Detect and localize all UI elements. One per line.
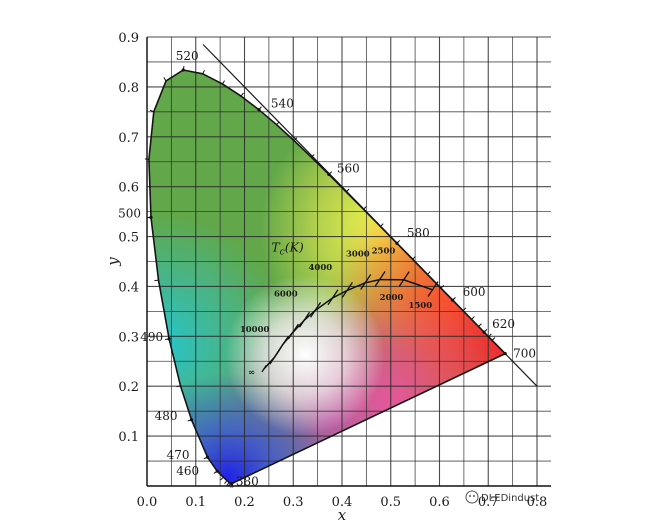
y-tick-label: 0.2 [118,380,139,395]
wavelength-label: 540 [271,97,294,111]
wavelength-label: 580 [407,226,430,240]
locus-tick [363,206,366,209]
y-tick-label: 0.6 [118,181,139,196]
wavelength-marker [504,352,507,355]
color-temperature-label: 2500 [372,247,396,257]
locus-tick [380,224,383,227]
color-temperature-label: 1500 [408,301,432,311]
y-tick-label: 0.4 [118,280,139,295]
locus-tick [492,338,495,341]
y-tick-label: 0.8 [118,81,139,96]
x-tick-label: 0.0 [137,495,158,510]
y-tick-label: 0.7 [118,131,139,146]
y-tick-label: 0.5 [118,231,139,246]
color-temperature-unit: (K) [285,240,304,255]
y-tick-label: 0.3 [118,330,139,345]
locus-tick [164,78,166,81]
wavelength-label: 700 [513,347,536,361]
locus-tick [463,308,466,311]
y-tick-label: 0.1 [118,430,139,445]
color-temperature-label: 2000 [380,293,404,303]
color-temperature-label: 10000 [240,325,270,335]
wechat-icon-dot [469,495,471,497]
locus-tick [224,481,227,484]
color-temperature-label: 3000 [346,249,370,259]
x-tick-label: 0.6 [429,495,450,510]
y-axis-label: y [104,257,122,267]
locus-tick [222,81,224,84]
wavelength-label: 500 [118,206,141,220]
locus-tick [231,484,232,488]
wechat-icon [466,491,478,503]
x-axis-label: x [338,506,347,524]
locus-tick [241,93,243,96]
wavelength-label: 620 [492,317,515,331]
x-tick-label: 0.2 [234,495,255,510]
locus-tick [479,324,482,327]
wavelength-label: 460 [176,464,199,478]
x-tick-label: 0.3 [283,495,304,510]
watermark-text: DLEDindust [481,493,539,504]
wechat-icon-dot [473,495,475,497]
locus-tick [203,70,205,74]
wavelength-label: 490 [140,330,163,344]
wavelength-label: 520 [176,49,199,63]
wavelength-label: 480 [155,409,178,423]
x-tick-label: 0.5 [380,495,401,510]
wavelength-label: 560 [337,161,360,175]
locus-tick [472,317,475,320]
locus-tick [165,339,169,340]
x-tick-label: 0.1 [185,495,206,510]
wavelength-label: 600 [463,285,486,299]
y-tick-label: 0.9 [118,31,139,46]
locus-tick [427,272,430,275]
color-temperature-label: 6000 [274,289,298,299]
locus-tick [277,122,280,125]
color-temperature-label: ∞ [248,368,255,378]
wavelength-label: 380 [236,475,259,489]
locus-tick [221,477,224,480]
locus-tick [346,189,349,192]
color-temperature-label: 4000 [308,263,332,273]
wavelength-label: 470 [167,448,190,462]
